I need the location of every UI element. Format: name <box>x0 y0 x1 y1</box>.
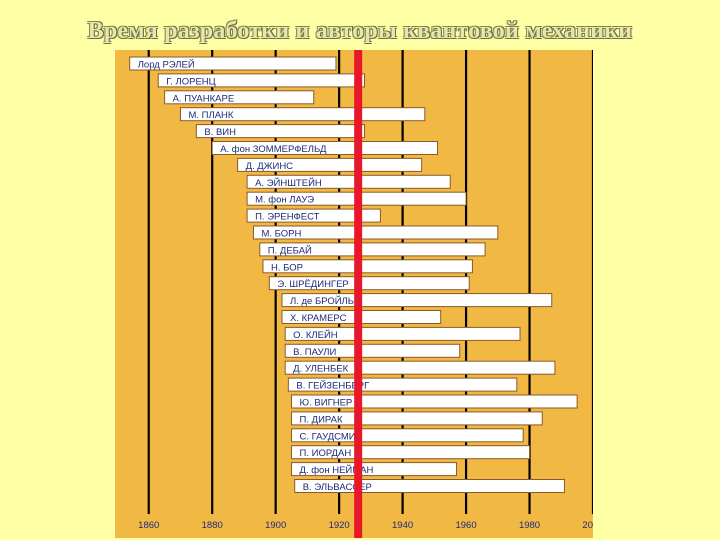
bar <box>252 225 499 240</box>
tick-label: 2000 <box>582 520 593 531</box>
bar-label: В. ВИН <box>204 127 236 138</box>
bar-label: В. ЭЛЬВАССЕР <box>303 482 372 493</box>
bar-label: А. фон ЗОММЕРФЕЛЬД <box>220 144 327 155</box>
bar <box>291 394 578 409</box>
bar-row: П. ДЕБАЙ <box>259 242 486 257</box>
bar <box>237 157 423 172</box>
bar-label: М. ПЛАНК <box>188 110 233 121</box>
bar-label: Г. ЛОРЕНЦ <box>166 76 215 87</box>
bar-label: П. ЭРЕНФЕСТ <box>255 212 320 223</box>
tick-label: 1880 <box>202 520 223 531</box>
bar-label: В. ГЕЙЗЕНБЕРГ <box>296 380 369 392</box>
bar-label: Д. фон НЕЙМАН <box>300 464 374 476</box>
tick-label: 1960 <box>455 520 476 531</box>
bar-row: В. ЭЛЬВАССЕР <box>294 479 565 493</box>
bar <box>246 208 381 223</box>
bar-label: Ю. ВИГНЕР <box>300 398 353 409</box>
bar-row: Ю. ВИГНЕР <box>291 394 578 409</box>
tick-label: 1940 <box>392 520 413 531</box>
bar-row: А. ЭЙНШТЕЙН <box>246 174 451 189</box>
bar-label: В. ПАУЛИ <box>293 347 336 358</box>
bar-label: О. КЛЕЙН <box>293 329 338 341</box>
bar-label: А. ЭЙНШТЕЙН <box>255 177 322 189</box>
bar-row: Д. фон НЕЙМАН <box>291 462 458 477</box>
bar <box>291 428 524 443</box>
bar <box>259 242 486 257</box>
bar-row: А. ПУАНКАРЕ <box>164 90 315 105</box>
timeline-chart: Лорд РЭЛЕЙ Г. ЛОРЕНЦ А. ПУАНКАРЕ М. ПЛАНК В.… <box>115 50 593 538</box>
bar-row: А. фон ЗОММЕРФЕЛЬД <box>211 141 439 155</box>
bar <box>246 174 451 189</box>
bar-row: Г. ЛОРЕНЦ <box>157 73 366 88</box>
bar-label: Э. ШРЁДИНГЕР <box>277 279 348 290</box>
bar-row: Н. БОР <box>262 259 473 274</box>
bar-row: С. ГАУДСМИТ <box>291 428 524 443</box>
tick-label: 1860 <box>138 520 159 531</box>
bar <box>157 73 366 88</box>
bar <box>195 124 366 139</box>
bar-row: В. ВИН <box>195 124 366 139</box>
bar <box>129 56 337 71</box>
bar-label: Д. УЛЕНБЕК <box>293 364 348 375</box>
bar-label: П. ИОРДАН <box>300 448 352 459</box>
bar-label: М. фон ЛАУЭ <box>255 195 314 206</box>
bar-label: Д. ДЖИНС <box>246 161 294 172</box>
bar <box>284 326 521 341</box>
bar <box>262 259 473 274</box>
slide-title: Время разработки и авторы квантовой меха… <box>87 18 633 44</box>
bar-row: В. ПАУЛИ <box>284 343 461 358</box>
bar-row: Д. ДЖИНС <box>237 157 423 172</box>
bar <box>284 360 556 375</box>
bar-row: Д. УЛЕНБЕК <box>284 360 556 375</box>
bar-row: П. ИОРДАН <box>291 445 531 460</box>
bar-row: В. ГЕЙЗЕНБЕРГ <box>287 377 518 392</box>
bar-label: Лорд РЭЛЕЙ <box>138 59 195 71</box>
bar <box>291 445 531 460</box>
bar-label: Х. КРАМЕРС <box>290 313 347 324</box>
bar-row: М. ПЛАНК <box>179 107 426 122</box>
bar-row: П. ЭРЕНФЕСТ <box>246 208 381 223</box>
bar <box>281 293 553 308</box>
marker-line <box>354 50 363 538</box>
bar-label: Н. БОР <box>271 262 303 273</box>
bar-row: Лорд РЭЛЕЙ <box>129 56 337 71</box>
bar-row: П. ДИРАК <box>291 411 543 426</box>
bar-label: П. ДИРАК <box>300 414 343 425</box>
bar <box>291 462 458 477</box>
marker-group <box>354 50 363 538</box>
tick-label: 1900 <box>265 520 286 531</box>
tick-labels: 1860 1880 1900 1920 1940 1960 1980 2000 <box>138 520 593 531</box>
bar-row: Л. де БРОЙЛЬ <box>281 293 553 308</box>
bar <box>211 141 439 155</box>
bar-label: П. ДЕБАЙ <box>268 244 312 256</box>
bar-label: А. ПУАНКАРЕ <box>173 93 235 104</box>
tick-label: 1920 <box>329 520 350 531</box>
bar <box>268 276 470 291</box>
bar <box>164 90 315 105</box>
bar <box>287 377 518 392</box>
bar <box>179 107 426 122</box>
bar-row: М. БОРН <box>252 225 499 240</box>
bar-row: Э. ШРЁДИНГЕР <box>268 276 470 291</box>
bar-label: Л. де БРОЙЛЬ <box>290 295 354 307</box>
bar-label: С. ГАУДСМИТ <box>300 431 362 442</box>
bar-row: О. КЛЕЙН <box>284 326 521 341</box>
tick-label: 1980 <box>519 520 540 531</box>
bar-label: М. БОРН <box>261 229 301 240</box>
bar <box>284 343 461 358</box>
